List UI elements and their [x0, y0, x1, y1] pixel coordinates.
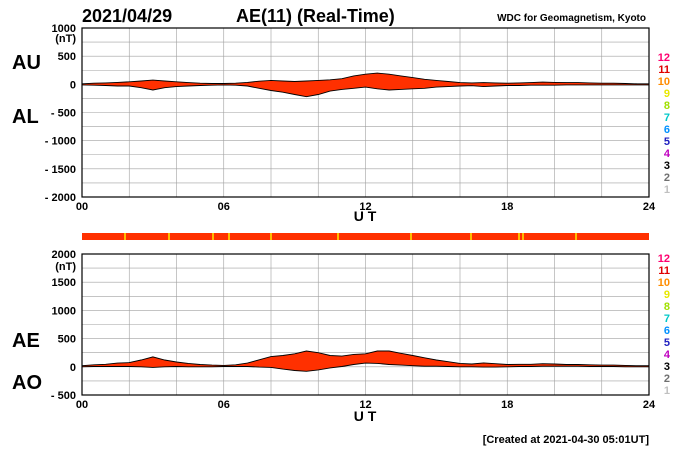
- y-tick-label: 2000: [52, 249, 76, 261]
- station-count-label: 4: [664, 349, 671, 361]
- x-tick-label: 00: [76, 399, 88, 411]
- coverage-mark: [410, 233, 412, 240]
- x-tick-label: 18: [501, 201, 513, 213]
- coverage-mark: [575, 233, 577, 240]
- series-line-ao: [81, 362, 649, 372]
- station-count-label: 5: [664, 136, 670, 148]
- station-count-label: 3: [664, 361, 670, 373]
- source-label: WDC for Geomagnetism, Kyoto: [497, 13, 646, 24]
- y-tick-label: - 1000: [45, 136, 76, 148]
- coverage-stripe-marks: [124, 233, 577, 240]
- station-count-label: 3: [664, 160, 670, 172]
- x-axis-label-bottom: U T: [354, 408, 377, 424]
- coverage-mark: [518, 233, 520, 240]
- coverage-mark: [168, 233, 170, 240]
- station-count-label: 1: [664, 385, 670, 397]
- x-tick-label: 24: [643, 201, 656, 213]
- coverage-mark: [212, 233, 214, 240]
- station-count-label: 4: [664, 148, 671, 160]
- series-band-fill: [82, 73, 649, 97]
- y-tick-label: - 500: [51, 390, 76, 402]
- coverage-mark: [228, 233, 230, 240]
- station-count-label: 12: [658, 253, 670, 265]
- x-tick-label: 06: [218, 399, 230, 411]
- x-tick-label: 06: [218, 201, 230, 213]
- station-count-label: 11: [658, 265, 670, 277]
- y-tick-label: 500: [58, 51, 76, 63]
- y-tick-label: 0: [70, 79, 76, 91]
- station-count-label: 10: [658, 76, 670, 88]
- coverage-mark: [470, 233, 472, 240]
- y-tick-label: - 500: [51, 108, 76, 120]
- y-tick-label: - 1500: [45, 164, 76, 176]
- station-count-label: 11: [658, 64, 670, 76]
- station-count-label: 1: [664, 184, 670, 196]
- ae-label: AE: [12, 330, 40, 352]
- y-tick-label: - 2000: [45, 192, 76, 204]
- station-count-label: 2: [664, 172, 670, 184]
- x-tick-label: 24: [643, 399, 656, 411]
- au-label: AU: [12, 52, 41, 74]
- x-tick-label: 12: [359, 399, 371, 411]
- x-tick-label: 12: [359, 201, 371, 213]
- data-coverage-stripe: [82, 233, 649, 240]
- ao-label: AO: [12, 372, 42, 394]
- coverage-mark: [337, 233, 339, 240]
- x-tick-label: 18: [501, 399, 513, 411]
- station-count-label: 9: [664, 289, 670, 301]
- chart-title: AE(11) (Real-Time): [236, 6, 395, 26]
- al-label: AL: [12, 106, 39, 128]
- station-count-label: 7: [664, 112, 670, 124]
- station-count-label: 6: [664, 325, 670, 337]
- y-tick-label: 1500: [52, 277, 76, 289]
- y-tick-label: 500: [58, 334, 76, 346]
- coverage-mark: [270, 233, 272, 240]
- station-count-label: 6: [664, 124, 670, 136]
- series-line-al: [81, 84, 649, 98]
- station-count-label: 9: [664, 88, 670, 100]
- x-tick-label: 00: [76, 201, 88, 213]
- station-count-label: 10: [658, 277, 670, 289]
- coverage-mark: [124, 233, 126, 240]
- y-tick-label: 1000: [52, 23, 76, 35]
- unit-label-top: (nT): [55, 33, 76, 45]
- x-axis-label-top: U T: [354, 208, 377, 224]
- station-count-label: 2: [664, 373, 670, 385]
- station-count-label: 7: [664, 313, 670, 325]
- unit-label-bottom: (nT): [55, 261, 76, 273]
- series-line-au: [81, 72, 649, 85]
- y-tick-label: 1000: [52, 305, 76, 317]
- date-title: 2021/04/29: [82, 6, 172, 26]
- plot-frame: [81, 253, 650, 396]
- station-count-label: 8: [664, 100, 670, 112]
- plot-frame: [81, 27, 650, 198]
- coverage-mark: [522, 233, 524, 240]
- station-count-label: 8: [664, 301, 670, 313]
- station-count-label: 12: [658, 52, 670, 64]
- series-line-ae: [81, 350, 649, 367]
- y-tick-label: 0: [70, 362, 76, 374]
- station-count-label: 5: [664, 337, 670, 349]
- created-timestamp: [Created at 2021-04-30 05:01UT]: [483, 434, 650, 446]
